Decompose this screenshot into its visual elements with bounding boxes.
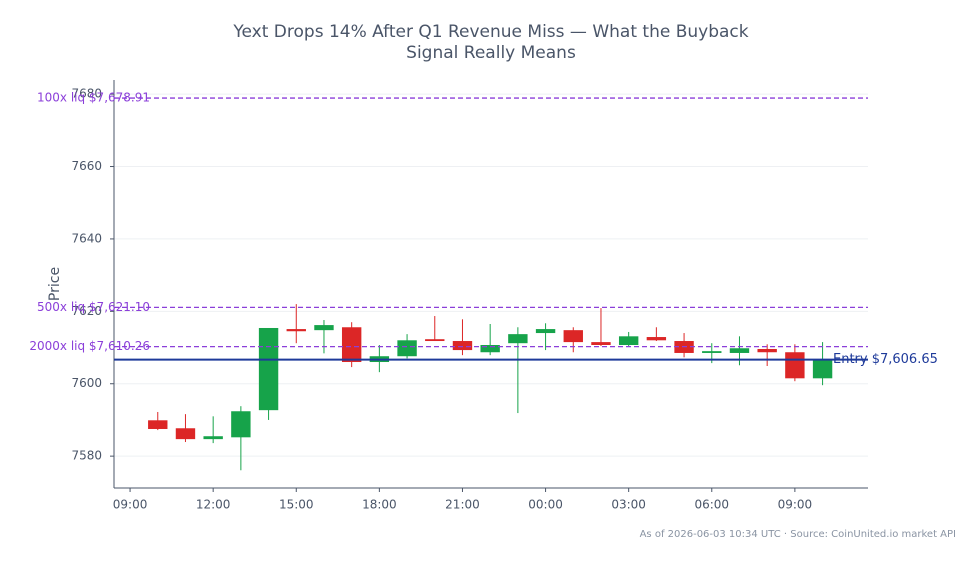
candle-body <box>729 348 750 353</box>
y-tick-label: 7660 <box>71 159 102 173</box>
candle-body <box>508 334 528 344</box>
candle-body <box>258 327 279 411</box>
candle-body <box>591 342 611 346</box>
candle-body <box>785 352 805 379</box>
y-axis-label: Price <box>47 267 63 301</box>
candle-body <box>563 330 583 343</box>
candle-body <box>452 341 473 351</box>
candle-body <box>341 327 362 363</box>
reference-label: 2000x liq $7,610.26 <box>29 339 150 353</box>
x-tick-label: 06:00 <box>694 498 729 512</box>
reference-label: Entry $7,606.65 <box>833 352 938 367</box>
x-tick-label: 00:00 <box>528 498 563 512</box>
chart-subtitle: Signal Really Means <box>406 43 576 63</box>
candle-body <box>757 348 777 353</box>
candle-body <box>702 351 722 353</box>
x-tick-label: 12:00 <box>196 498 231 512</box>
candle-body <box>148 420 168 429</box>
candle-body <box>425 339 445 342</box>
reference-label: 500x liq $7,621.10 <box>37 300 150 314</box>
candle-body <box>812 360 833 379</box>
y-tick-label: 7640 <box>71 231 102 245</box>
chart-title: Yext Drops 14% After Q1 Revenue Miss — W… <box>232 22 748 42</box>
x-tick-label: 15:00 <box>279 498 314 512</box>
candle-body <box>314 325 334 331</box>
candle-body <box>618 336 639 346</box>
x-tick-label: 18:00 <box>362 498 397 512</box>
candle-body <box>175 428 196 440</box>
candle-body <box>535 329 556 334</box>
candle-body <box>397 340 417 357</box>
y-tick-label: 7600 <box>71 376 102 390</box>
x-tick-label: 21:00 <box>445 498 480 512</box>
candle-body <box>231 411 251 438</box>
candle-body <box>286 329 306 332</box>
reference-label: 100x liq $7,678.91 <box>37 91 150 105</box>
x-tick-label: 09:00 <box>778 498 813 512</box>
candle-body <box>480 345 500 353</box>
candle-body <box>646 337 667 341</box>
footnote: As of 2026-06-03 10:34 UTC · Source: Coi… <box>640 529 956 540</box>
y-tick-label: 7620 <box>71 304 102 318</box>
y-tick-label: 7580 <box>71 449 102 463</box>
y-tick-label: 7680 <box>71 87 102 101</box>
candle-body <box>203 436 223 440</box>
x-tick-label: 03:00 <box>611 498 646 512</box>
x-tick-label: 09:00 <box>113 498 148 512</box>
